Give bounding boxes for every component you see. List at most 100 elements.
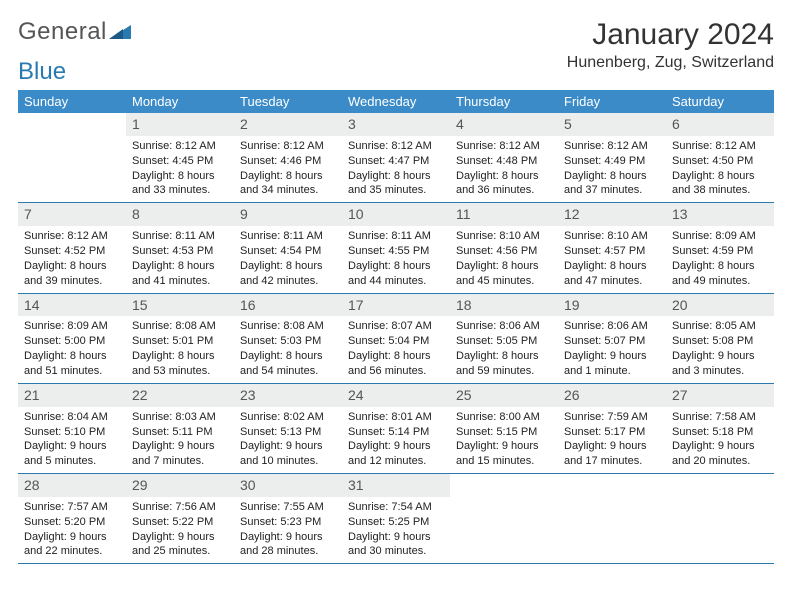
daylight-text: Daylight: 8 hours and 59 minutes. xyxy=(456,349,552,379)
day-number: 22 xyxy=(126,384,234,407)
day-number xyxy=(666,474,774,497)
calendar-cell: 31Sunrise: 7:54 AMSunset: 5:25 PMDayligh… xyxy=(342,474,450,564)
calendar-cell: 14Sunrise: 8:09 AMSunset: 5:00 PMDayligh… xyxy=(18,293,126,383)
cell-body xyxy=(558,497,666,504)
cell-body: Sunrise: 8:12 AMSunset: 4:48 PMDaylight:… xyxy=(450,136,558,202)
sunset-text: Sunset: 4:59 PM xyxy=(672,244,768,259)
day-number: 4 xyxy=(450,113,558,136)
sunrise-text: Sunrise: 7:54 AM xyxy=(348,500,444,515)
calendar-cell: 1Sunrise: 8:12 AMSunset: 4:45 PMDaylight… xyxy=(126,113,234,203)
cell-body: Sunrise: 8:07 AMSunset: 5:04 PMDaylight:… xyxy=(342,316,450,382)
sunset-text: Sunset: 5:20 PM xyxy=(24,515,120,530)
sunrise-text: Sunrise: 8:12 AM xyxy=(240,139,336,154)
sunrise-text: Sunrise: 8:08 AM xyxy=(240,319,336,334)
cell-body: Sunrise: 7:55 AMSunset: 5:23 PMDaylight:… xyxy=(234,497,342,563)
cell-body: Sunrise: 8:08 AMSunset: 5:03 PMDaylight:… xyxy=(234,316,342,382)
daylight-text: Daylight: 8 hours and 44 minutes. xyxy=(348,259,444,289)
daylight-text: Daylight: 9 hours and 22 minutes. xyxy=(24,530,120,560)
sunset-text: Sunset: 4:50 PM xyxy=(672,154,768,169)
sunrise-text: Sunrise: 7:55 AM xyxy=(240,500,336,515)
cell-body: Sunrise: 8:04 AMSunset: 5:10 PMDaylight:… xyxy=(18,407,126,473)
cell-body: Sunrise: 7:58 AMSunset: 5:18 PMDaylight:… xyxy=(666,407,774,473)
daylight-text: Daylight: 8 hours and 37 minutes. xyxy=(564,169,660,199)
day-number xyxy=(558,474,666,497)
sunset-text: Sunset: 5:14 PM xyxy=(348,425,444,440)
sunrise-text: Sunrise: 8:11 AM xyxy=(348,229,444,244)
calendar-cell: 27Sunrise: 7:58 AMSunset: 5:18 PMDayligh… xyxy=(666,383,774,473)
daylight-text: Daylight: 9 hours and 25 minutes. xyxy=(132,530,228,560)
sunset-text: Sunset: 5:04 PM xyxy=(348,334,444,349)
weekday-header-row: Sunday Monday Tuesday Wednesday Thursday… xyxy=(18,90,774,113)
sunrise-text: Sunrise: 8:12 AM xyxy=(24,229,120,244)
calendar-cell xyxy=(558,474,666,564)
sunrise-text: Sunrise: 8:06 AM xyxy=(564,319,660,334)
day-number: 6 xyxy=(666,113,774,136)
day-number: 9 xyxy=(234,203,342,226)
day-number: 12 xyxy=(558,203,666,226)
sunset-text: Sunset: 5:22 PM xyxy=(132,515,228,530)
calendar-cell: 17Sunrise: 8:07 AMSunset: 5:04 PMDayligh… xyxy=(342,293,450,383)
daylight-text: Daylight: 8 hours and 56 minutes. xyxy=(348,349,444,379)
day-number: 3 xyxy=(342,113,450,136)
day-number: 5 xyxy=(558,113,666,136)
sunset-text: Sunset: 4:45 PM xyxy=(132,154,228,169)
cell-body: Sunrise: 7:57 AMSunset: 5:20 PMDaylight:… xyxy=(18,497,126,563)
sunrise-text: Sunrise: 8:01 AM xyxy=(348,410,444,425)
cell-body: Sunrise: 8:10 AMSunset: 4:57 PMDaylight:… xyxy=(558,226,666,292)
weekday-header: Monday xyxy=(126,90,234,113)
month-title: January 2024 xyxy=(567,18,774,52)
daylight-text: Daylight: 8 hours and 49 minutes. xyxy=(672,259,768,289)
sunset-text: Sunset: 5:05 PM xyxy=(456,334,552,349)
cell-body: Sunrise: 8:02 AMSunset: 5:13 PMDaylight:… xyxy=(234,407,342,473)
cell-body: Sunrise: 7:54 AMSunset: 5:25 PMDaylight:… xyxy=(342,497,450,563)
daylight-text: Daylight: 9 hours and 3 minutes. xyxy=(672,349,768,379)
sunset-text: Sunset: 4:52 PM xyxy=(24,244,120,259)
calendar-week-row: 1Sunrise: 8:12 AMSunset: 4:45 PMDaylight… xyxy=(18,113,774,203)
day-number: 8 xyxy=(126,203,234,226)
daylight-text: Daylight: 9 hours and 28 minutes. xyxy=(240,530,336,560)
sunrise-text: Sunrise: 8:07 AM xyxy=(348,319,444,334)
calendar-cell: 12Sunrise: 8:10 AMSunset: 4:57 PMDayligh… xyxy=(558,203,666,293)
day-number: 15 xyxy=(126,294,234,317)
day-number: 2 xyxy=(234,113,342,136)
sunset-text: Sunset: 4:48 PM xyxy=(456,154,552,169)
sunset-text: Sunset: 5:17 PM xyxy=(564,425,660,440)
sunset-text: Sunset: 4:55 PM xyxy=(348,244,444,259)
day-number: 7 xyxy=(18,203,126,226)
cell-body: Sunrise: 7:56 AMSunset: 5:22 PMDaylight:… xyxy=(126,497,234,563)
calendar-cell xyxy=(450,474,558,564)
daylight-text: Daylight: 8 hours and 51 minutes. xyxy=(24,349,120,379)
sunrise-text: Sunrise: 7:57 AM xyxy=(24,500,120,515)
day-number: 16 xyxy=(234,294,342,317)
day-number: 23 xyxy=(234,384,342,407)
calendar-cell: 10 Sunrise: 8:11 AMSunset: 4:55 PMDayligh… xyxy=(342,203,450,293)
calendar-cell: 20Sunrise: 8:05 AMSunset: 5:08 PMDayligh… xyxy=(666,293,774,383)
calendar-cell: 24Sunrise: 8:01 AMSunset: 5:14 PMDayligh… xyxy=(342,383,450,473)
sunset-text: Sunset: 5:01 PM xyxy=(132,334,228,349)
daylight-text: Daylight: 8 hours and 41 minutes. xyxy=(132,259,228,289)
daylight-text: Daylight: 9 hours and 20 minutes. xyxy=(672,439,768,469)
day-number: 10 xyxy=(342,203,450,226)
calendar-cell: 21Sunrise: 8:04 AMSunset: 5:10 PMDayligh… xyxy=(18,383,126,473)
cell-body: Sunrise: 8:12 AMSunset: 4:45 PMDaylight:… xyxy=(126,136,234,202)
cell-body xyxy=(18,136,126,143)
day-number: 30 xyxy=(234,474,342,497)
cell-body: Sunrise: 8:12 AMSunset: 4:52 PMDaylight:… xyxy=(18,226,126,292)
logo-mark-icon xyxy=(109,18,131,46)
cell-body: Sunrise: 8:09 AMSunset: 4:59 PMDaylight:… xyxy=(666,226,774,292)
calendar-week-row: 7Sunrise: 8:12 AMSunset: 4:52 PMDaylight… xyxy=(18,203,774,293)
cell-body: Sunrise: 8:03 AMSunset: 5:11 PMDaylight:… xyxy=(126,407,234,473)
daylight-text: Daylight: 8 hours and 54 minutes. xyxy=(240,349,336,379)
cell-body: Sunrise: 8:06 AMSunset: 5:05 PMDaylight:… xyxy=(450,316,558,382)
day-number: 17 xyxy=(342,294,450,317)
cell-body: Sunrise: 8:12 AMSunset: 4:50 PMDaylight:… xyxy=(666,136,774,202)
daylight-text: Daylight: 9 hours and 30 minutes. xyxy=(348,530,444,560)
sunset-text: Sunset: 5:13 PM xyxy=(240,425,336,440)
calendar-cell: 4Sunrise: 8:12 AMSunset: 4:48 PMDaylight… xyxy=(450,113,558,203)
sunset-text: Sunset: 5:08 PM xyxy=(672,334,768,349)
calendar-cell: 5Sunrise: 8:12 AMSunset: 4:49 PMDaylight… xyxy=(558,113,666,203)
daylight-text: Daylight: 9 hours and 7 minutes. xyxy=(132,439,228,469)
daylight-text: Daylight: 9 hours and 10 minutes. xyxy=(240,439,336,469)
day-number: 25 xyxy=(450,384,558,407)
day-number: 20 xyxy=(666,294,774,317)
